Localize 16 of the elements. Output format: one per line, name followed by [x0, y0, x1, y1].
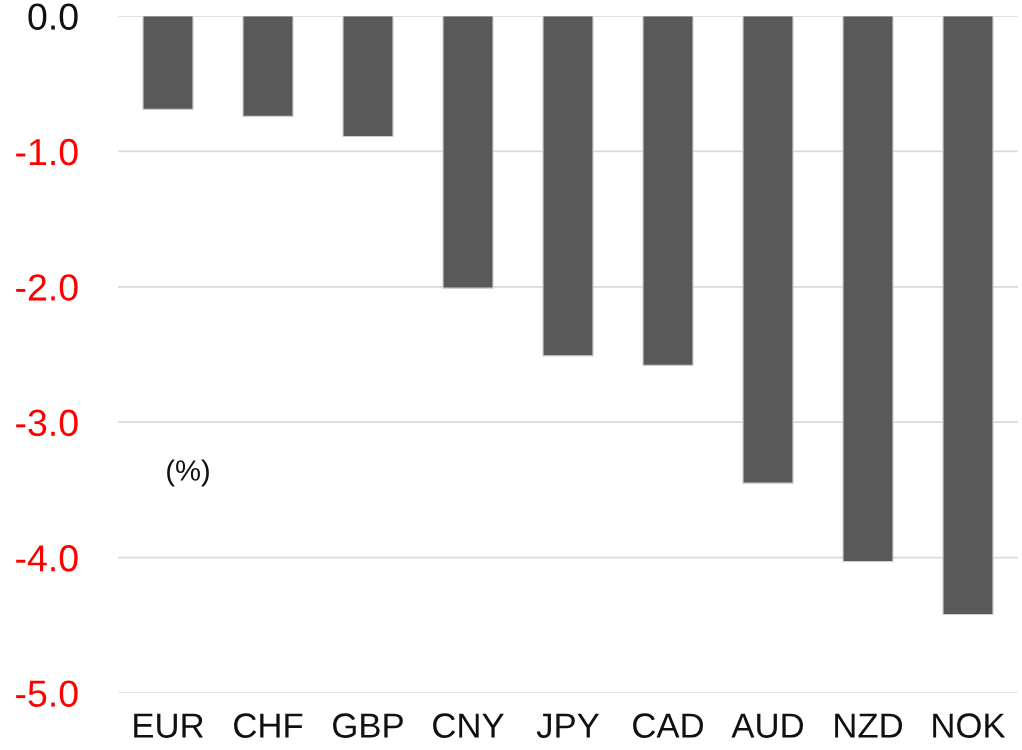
- x-tick-label: NOK: [933, 713, 1006, 738]
- x-tick-label: CAD: [633, 713, 703, 738]
- x-tick-label: GBP: [333, 713, 403, 738]
- x-tick-label: CNY: [433, 713, 504, 738]
- y-tick-label: -2.0: [16, 274, 78, 301]
- y-tick-label: -5.0: [16, 680, 78, 707]
- x-tick-label: CHF: [234, 713, 303, 738]
- y-tick-label: -4.0: [16, 545, 78, 572]
- x-tick-label: AUD: [731, 713, 803, 738]
- x-tick-label: EUR: [134, 713, 204, 738]
- y-tick-label: 0.0: [28, 3, 78, 30]
- y-tick-label: -3.0: [16, 409, 78, 437]
- y-tick-label: -1.0: [16, 138, 78, 166]
- x-tick-label: NZD: [835, 713, 903, 738]
- annotation: (%): [167, 459, 209, 487]
- x-tick-label: JPY: [536, 713, 600, 738]
